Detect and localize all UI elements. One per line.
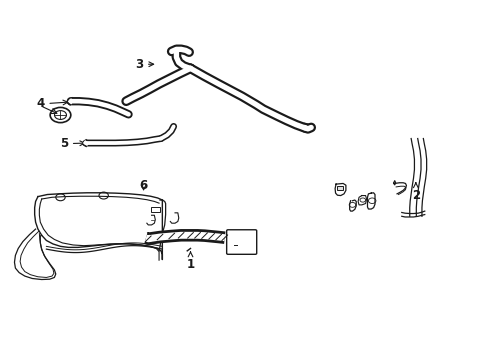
Bar	[336, 185, 343, 190]
Text: 5: 5	[60, 137, 84, 150]
Text: 3: 3	[135, 58, 153, 71]
Text: 2: 2	[411, 183, 419, 202]
Text: 6: 6	[139, 179, 147, 192]
Text: 1: 1	[186, 252, 194, 271]
Bar	[150, 207, 160, 212]
Text: 4: 4	[36, 98, 68, 111]
